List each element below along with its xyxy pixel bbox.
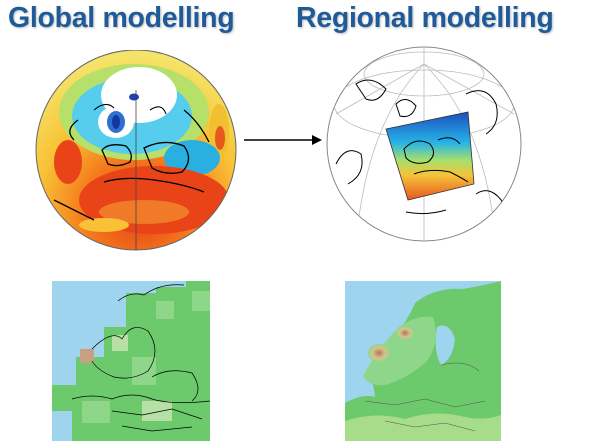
regional-resolution-map (345, 281, 501, 441)
regional-modelling-title: Regional modelling (296, 2, 554, 34)
global-modelling-title: Global modelling (8, 2, 235, 34)
regional-domain-globe (326, 46, 522, 242)
global-temperature-globe (35, 50, 237, 251)
arrow-icon (244, 135, 322, 145)
global-resolution-map (52, 281, 210, 441)
